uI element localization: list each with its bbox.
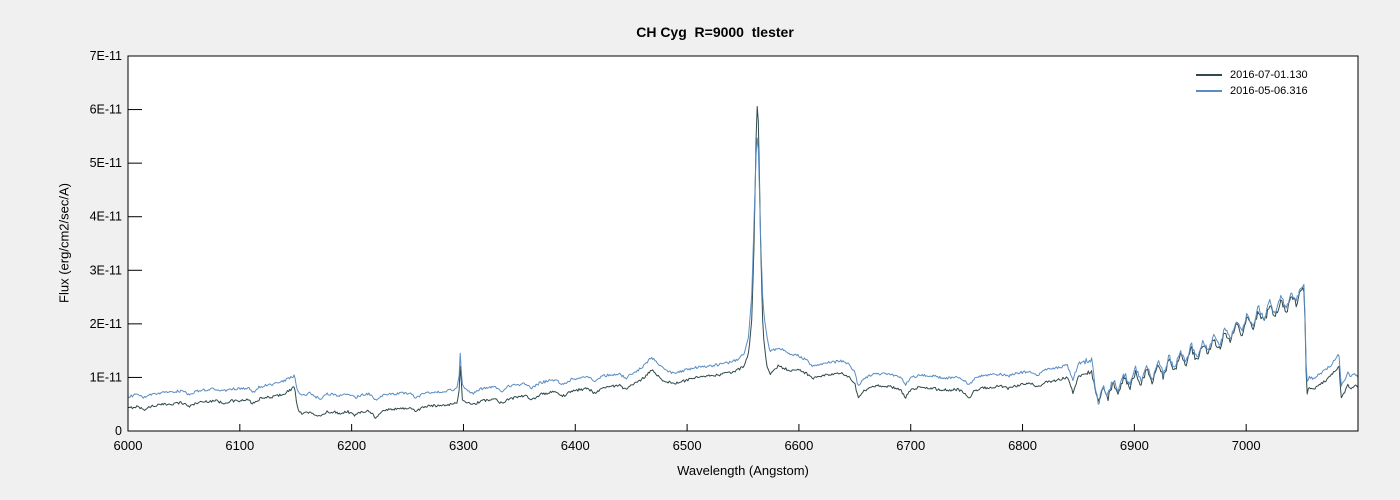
legend: 2016-07-01.130 2016-05-06.316 (1196, 68, 1308, 97)
x-tick-label: 6100 (225, 438, 254, 453)
legend-label: 2016-07-01.130 (1230, 68, 1308, 81)
y-tick-label: 2E-11 (90, 317, 122, 331)
x-tick-label: 6300 (449, 438, 478, 453)
x-tick-label: 6700 (896, 438, 925, 453)
y-tick-label: 5E-11 (90, 156, 122, 170)
y-tick-label: 3E-11 (90, 263, 122, 277)
series-line-2016-07-01-130 (127, 105, 1358, 419)
chart-title: CH Cyg R=9000 tlester (636, 24, 794, 40)
plot-frame (127, 55, 1359, 432)
y-tick-label: 6E-11 (90, 103, 122, 117)
x-tick-label: 7000 (1232, 438, 1261, 453)
legend-entry-2016-07-01: 2016-07-01.130 (1196, 68, 1308, 81)
x-tick-label: 6000 (114, 438, 143, 453)
legend-line-swatch-dark (1196, 73, 1222, 76)
y-tick-label: 0 (115, 424, 122, 438)
legend-line-swatch-blue (1196, 89, 1222, 92)
series-line-2016-05-06-316 (127, 137, 1358, 405)
x-tick-label: 6400 (561, 438, 590, 453)
x-tick-label: 6800 (1008, 438, 1037, 453)
y-tick-label: 1E-11 (90, 370, 122, 384)
legend-label: 2016-05-06.316 (1230, 84, 1308, 97)
x-tick-label: 6500 (673, 438, 702, 453)
plot-background (128, 56, 1358, 431)
x-tick-label: 6200 (337, 438, 366, 453)
y-tick-label: 7E-11 (90, 49, 122, 63)
y-tick-label: 4E-11 (90, 210, 122, 224)
y-axis-label: Flux (erg/cm2/sec/A) (56, 183, 72, 303)
x-tick-label: 6900 (1120, 438, 1149, 453)
legend-entry-2016-05-06: 2016-05-06.316 (1196, 84, 1308, 97)
x-tick-label: 6600 (784, 438, 813, 453)
x-axis-label: Wavelength (Angstom) (677, 463, 809, 478)
